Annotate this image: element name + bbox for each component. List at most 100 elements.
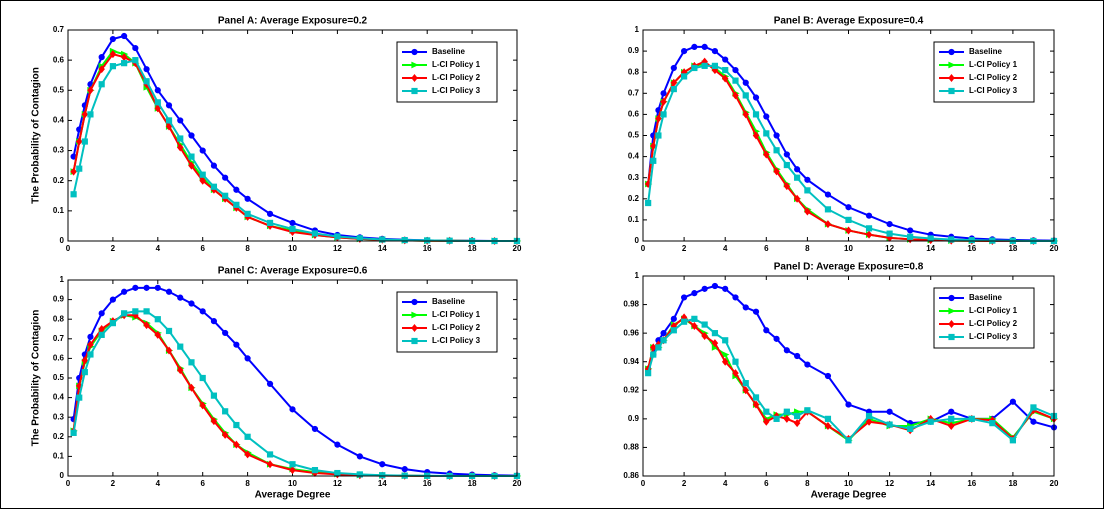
- marker: [70, 429, 77, 436]
- marker: [311, 230, 319, 237]
- y-tick-label: 1: [635, 25, 640, 34]
- marker: [711, 62, 719, 69]
- marker: [763, 408, 770, 415]
- marker: [845, 437, 852, 444]
- marker: [70, 191, 77, 198]
- marker: [379, 236, 386, 243]
- marker: [681, 48, 688, 55]
- marker: [948, 74, 955, 82]
- marker: [289, 225, 296, 233]
- marker: [244, 210, 251, 217]
- marker: [752, 94, 760, 101]
- legend-label: L-CI Policy 2: [969, 73, 1018, 82]
- marker: [968, 237, 975, 244]
- marker: [121, 32, 128, 40]
- marker: [87, 333, 94, 340]
- marker: [210, 318, 218, 325]
- marker: [845, 204, 852, 211]
- y-tick-label: 0.7: [53, 25, 65, 34]
- marker: [804, 361, 811, 368]
- marker: [379, 461, 386, 468]
- marker: [222, 329, 229, 337]
- y-tick-label: 0: [635, 236, 640, 245]
- marker: [76, 394, 83, 401]
- marker: [188, 153, 195, 160]
- marker: [907, 227, 914, 234]
- legend-label: Baseline: [969, 47, 1002, 56]
- marker: [865, 417, 873, 426]
- marker: [334, 441, 341, 448]
- x-tick-label: 2: [111, 479, 116, 488]
- marker: [773, 147, 780, 154]
- x-tick-label: 0: [641, 479, 646, 488]
- y-tick-label: 0.8: [628, 67, 640, 76]
- marker: [732, 294, 739, 301]
- marker: [121, 310, 128, 317]
- x-tick-label: 4: [723, 244, 728, 253]
- marker: [75, 137, 83, 146]
- x-tick-label: 14: [378, 244, 387, 253]
- marker: [165, 122, 173, 131]
- marker: [233, 440, 240, 449]
- x-tick-label: 18: [468, 244, 477, 253]
- panel-title: Panel C: Average Exposure=0.6: [218, 266, 368, 277]
- marker: [783, 161, 790, 169]
- x-tick-label: 18: [1008, 244, 1017, 253]
- marker: [752, 131, 760, 140]
- marker: [660, 337, 667, 344]
- marker: [177, 294, 184, 301]
- marker: [794, 352, 801, 360]
- legend-label: L-CI Policy 1: [432, 310, 481, 319]
- panel: Panel C: Average Exposure=0.60 2 4 6 8 10 12 14…: [31, 266, 522, 501]
- marker: [742, 304, 749, 311]
- marker: [109, 35, 117, 43]
- marker: [886, 408, 893, 415]
- marker: [411, 337, 418, 345]
- marker: [701, 321, 708, 328]
- marker: [804, 187, 811, 194]
- marker: [865, 230, 873, 239]
- marker: [824, 372, 832, 380]
- marker: [948, 294, 955, 302]
- marker: [691, 315, 698, 322]
- marker: [188, 359, 195, 366]
- marker: [650, 343, 657, 352]
- marker: [266, 460, 274, 469]
- marker: [865, 225, 873, 232]
- marker: [411, 311, 419, 319]
- legend-label: L-CI Policy 2: [969, 319, 1018, 328]
- marker: [763, 150, 770, 159]
- marker: [177, 117, 184, 124]
- marker: [752, 394, 760, 401]
- marker: [948, 333, 955, 341]
- marker: [742, 79, 749, 86]
- marker: [691, 64, 698, 72]
- marker: [824, 220, 832, 229]
- marker: [927, 418, 934, 425]
- marker: [165, 327, 173, 335]
- marker: [177, 143, 184, 152]
- marker: [660, 97, 667, 106]
- marker: [210, 162, 218, 169]
- marker: [845, 216, 852, 224]
- x-tick-label: 18: [1008, 479, 1017, 488]
- marker: [968, 415, 975, 422]
- marker: [289, 461, 296, 468]
- x-tick-label: 12: [885, 479, 894, 488]
- marker: [670, 327, 677, 334]
- marker: [865, 412, 873, 420]
- marker: [87, 351, 94, 358]
- marker: [81, 138, 88, 145]
- y-tick-label: 0.88: [623, 443, 639, 452]
- marker: [1009, 398, 1017, 405]
- marker: [927, 235, 934, 242]
- x-tick-label: 6: [764, 479, 769, 488]
- marker: [121, 60, 128, 67]
- marker: [742, 110, 749, 119]
- marker: [650, 157, 657, 164]
- y-tick-label: 0.94: [623, 357, 639, 366]
- marker: [87, 86, 94, 95]
- marker: [143, 308, 150, 315]
- marker: [948, 320, 955, 328]
- marker: [289, 466, 296, 475]
